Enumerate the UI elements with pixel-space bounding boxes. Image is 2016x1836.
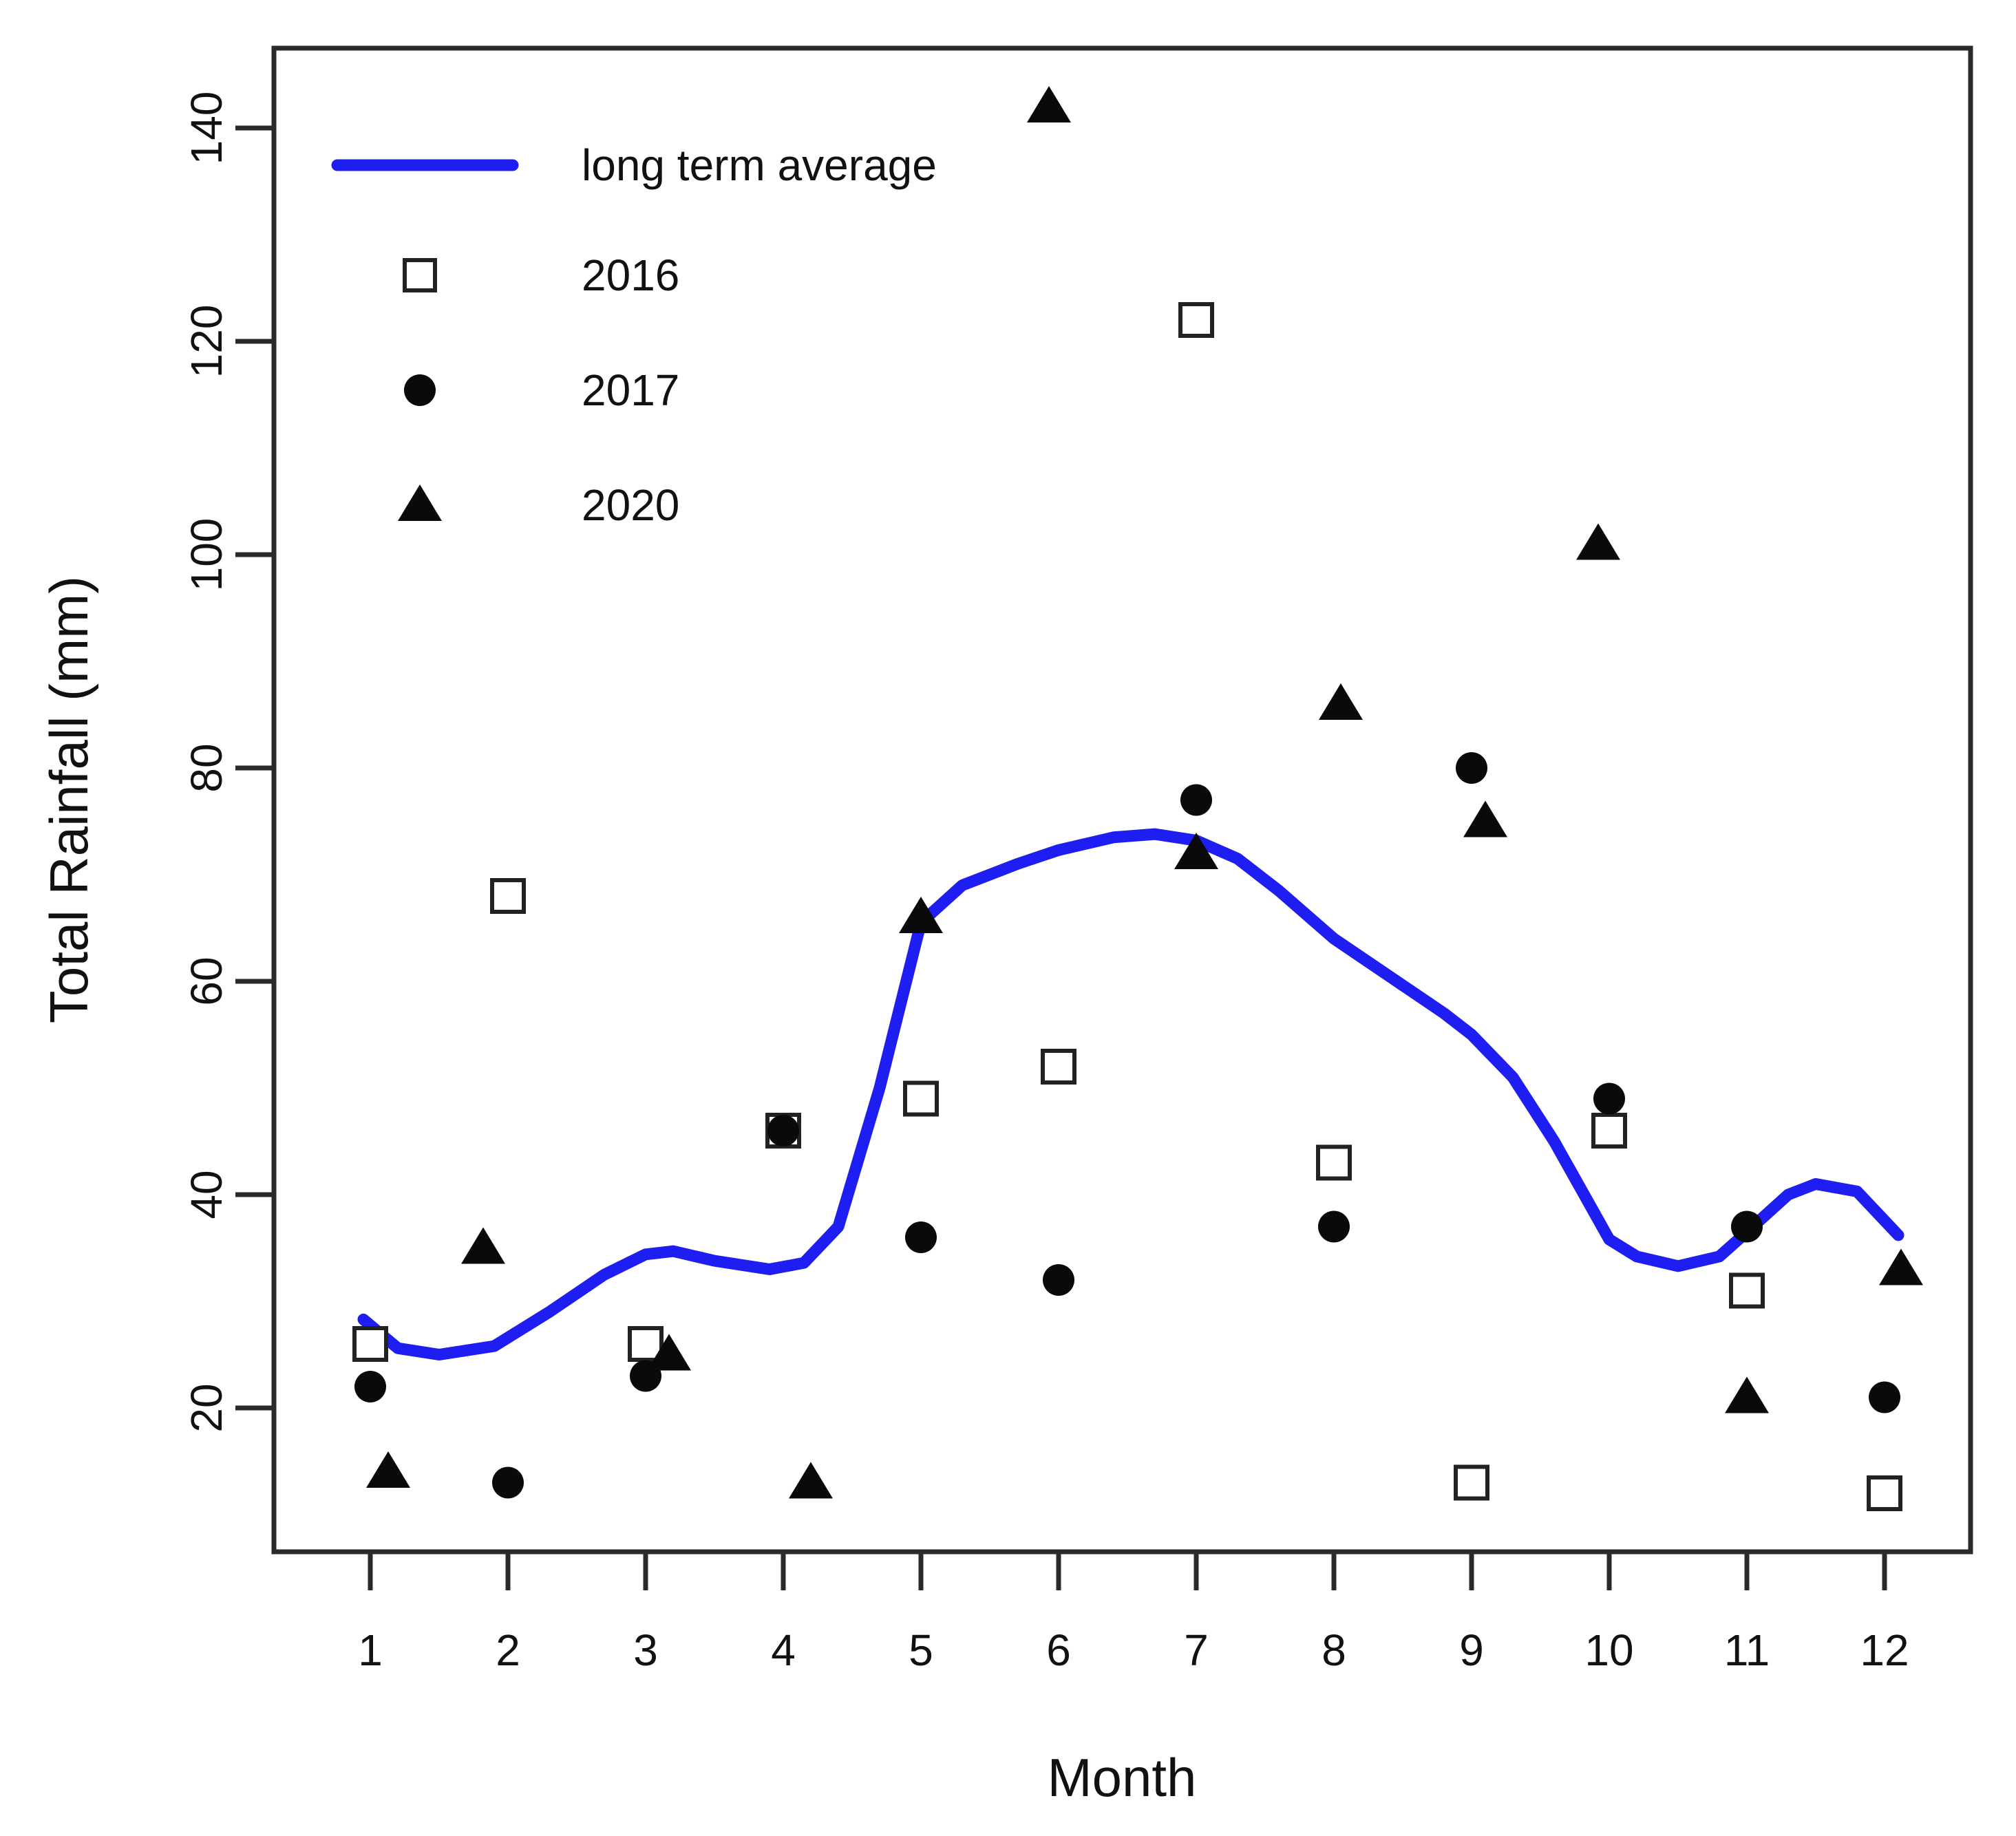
legend-open-square-icon (403, 258, 437, 292)
data-point-2016-m2 (490, 878, 526, 914)
y-tick-label-80: 80 (182, 743, 231, 792)
legend-label-2017: 2017 (582, 365, 679, 415)
y-tick-label-100: 100 (182, 518, 231, 592)
y-tick-label-60: 60 (182, 957, 231, 1005)
data-point-2020-m5 (899, 897, 943, 933)
data-point-2016-m5 (903, 1080, 939, 1117)
data-point-2017-m11 (1731, 1210, 1763, 1243)
data-point-2017-m6 (1043, 1264, 1074, 1296)
legend-label-long-term-average: long term average (582, 140, 937, 190)
data-point-2020-m8 (1319, 683, 1363, 720)
data-point-2017-m8 (1318, 1210, 1350, 1243)
x-tick-label-3: 3 (633, 1625, 658, 1675)
plot-border (271, 45, 1973, 1555)
data-point-2020-m12 (1879, 1248, 1923, 1285)
data-point-2016-m10 (1591, 1113, 1627, 1149)
data-point-2020-m11 (1725, 1376, 1769, 1413)
data-point-2016-m9 (1454, 1464, 1489, 1501)
legend-filled-triangle-icon (398, 484, 442, 521)
data-point-2017-m7 (1180, 784, 1212, 816)
x-axis-label: Month (1048, 1747, 1197, 1808)
data-point-2016-m6 (1041, 1049, 1076, 1085)
data-point-2020-m10 (1576, 523, 1620, 560)
x-tick-label-2: 2 (496, 1625, 520, 1675)
data-point-2020-m9 (1463, 800, 1507, 837)
y-tick-label-120: 120 (182, 305, 231, 378)
data-point-2020-m1 (366, 1451, 410, 1488)
x-tick-label-4: 4 (771, 1625, 796, 1675)
y-axis-label: Total Rainfall (mm) (39, 576, 99, 1023)
data-point-2017-m1 (354, 1371, 386, 1402)
x-tick-label-10: 10 (1584, 1625, 1633, 1675)
data-point-2016-m12 (1867, 1475, 1902, 1511)
legend-filled-circle-icon (404, 374, 436, 406)
data-point-2017-m10 (1593, 1082, 1625, 1115)
x-tick-label-5: 5 (909, 1625, 933, 1675)
legend-label-2020: 2020 (582, 480, 679, 530)
data-point-2020-m6 (1027, 86, 1071, 122)
y-tick-label-40: 40 (182, 1170, 231, 1219)
data-point-2016-m8 (1316, 1144, 1352, 1181)
x-tick-label-9: 9 (1459, 1625, 1484, 1675)
long-term-average-line (357, 828, 1904, 1360)
y-tick-label-20: 20 (182, 1383, 231, 1432)
data-point-2016-m3 (628, 1326, 664, 1362)
data-point-2016-m7 (1178, 302, 1214, 338)
x-tick-label-7: 7 (1184, 1625, 1209, 1675)
data-point-2017-m2 (492, 1466, 524, 1499)
data-point-2017-m4 (767, 1115, 799, 1146)
data-point-2020-m2 (461, 1227, 505, 1264)
data-point-2017-m12 (1869, 1381, 1900, 1413)
x-tick-label-8: 8 (1322, 1625, 1346, 1675)
data-point-2020-m3 (647, 1334, 691, 1371)
x-tick-label-12: 12 (1860, 1625, 1909, 1675)
data-point-2020-m7 (1174, 833, 1218, 869)
data-point-2016-m11 (1729, 1272, 1765, 1309)
x-tick-label-1: 1 (358, 1625, 383, 1675)
x-tick-label-6: 6 (1046, 1625, 1071, 1675)
x-tick-label-11: 11 (1724, 1625, 1770, 1675)
data-point-2020-m4 (789, 1462, 833, 1499)
legend-label-2016: 2016 (582, 250, 679, 300)
data-point-2017-m5 (905, 1221, 937, 1253)
data-point-2017-m9 (1456, 752, 1487, 784)
data-point-2016-m1 (352, 1326, 388, 1362)
y-tick-label-140: 140 (182, 92, 231, 165)
